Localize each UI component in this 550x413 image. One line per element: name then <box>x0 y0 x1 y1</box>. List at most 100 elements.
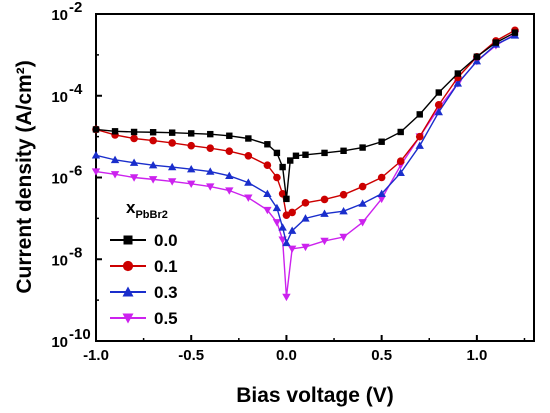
data-point <box>167 162 177 171</box>
data-point <box>92 126 100 133</box>
legend-marker <box>122 286 134 297</box>
data-point <box>263 206 272 215</box>
data-point <box>244 151 253 160</box>
data-point <box>225 187 234 195</box>
data-point <box>282 211 291 219</box>
data-point <box>148 160 158 169</box>
data-point <box>416 111 423 118</box>
data-point <box>148 176 158 184</box>
data-point <box>434 107 443 116</box>
data-point <box>167 178 177 186</box>
x-axis-title: Bias voltage (V) <box>236 384 394 407</box>
legend-item: 0.1 <box>110 257 178 276</box>
data-point <box>358 219 367 227</box>
data-point <box>301 214 310 222</box>
data-point <box>453 79 463 87</box>
x-tick-label: 0.0 <box>276 347 297 364</box>
legend-marker <box>123 235 133 245</box>
data-point <box>283 195 290 203</box>
data-point <box>358 199 367 207</box>
data-point <box>434 101 443 109</box>
data-point <box>168 129 176 136</box>
data-point <box>287 245 297 254</box>
data-point <box>282 293 291 302</box>
data-point <box>511 29 519 36</box>
y-tick-exponent: -8 <box>69 244 82 261</box>
x-tick-label: -0.5 <box>178 347 204 364</box>
data-point <box>377 173 386 182</box>
legend-marker <box>122 313 134 324</box>
data-point <box>302 151 309 158</box>
data-point <box>282 238 291 247</box>
legend-items: 0.0 0.1 0.3 0.5 <box>110 231 178 328</box>
data-point <box>225 147 234 155</box>
data-point <box>287 226 297 234</box>
y-tick-label: 10 <box>51 334 68 351</box>
data-point <box>263 189 272 197</box>
data-point <box>339 233 348 242</box>
y-tick-exponent: -2 <box>69 0 82 16</box>
series-line <box>95 29 516 217</box>
data-point <box>278 189 287 198</box>
data-point <box>321 149 328 157</box>
y-tick-label: 10 <box>51 89 68 106</box>
data-point <box>226 132 233 139</box>
legend-label: 0.3 <box>154 283 178 302</box>
data-point <box>272 203 282 212</box>
data-point <box>301 243 310 252</box>
data-point <box>244 178 253 186</box>
data-point <box>396 168 405 177</box>
data-point <box>129 158 139 166</box>
data-point <box>225 171 234 180</box>
series-line <box>95 33 516 297</box>
data-point <box>110 155 120 164</box>
y-tick-exponent: -4 <box>69 81 83 98</box>
data-point <box>206 144 215 153</box>
data-point <box>272 219 282 227</box>
legend-label: 0.5 <box>154 309 178 328</box>
y-axis-title: Current density (A/cm²) <box>13 60 36 293</box>
data-point <box>206 183 215 191</box>
legend-label: 0.1 <box>154 257 178 276</box>
data-point <box>377 189 386 197</box>
data-point <box>244 194 253 202</box>
y-tick-label: 10 <box>51 252 68 269</box>
data-point <box>301 199 310 207</box>
data-point <box>358 182 367 191</box>
data-point <box>130 128 138 136</box>
legend-item: 0.0 <box>110 231 178 250</box>
data-point <box>288 208 296 217</box>
series-line <box>95 34 516 246</box>
data-point <box>187 164 196 173</box>
data-point <box>415 132 424 141</box>
data-point <box>130 134 138 143</box>
data-point <box>111 128 119 135</box>
data-point <box>292 152 300 159</box>
data-point <box>187 180 196 189</box>
series-layer <box>91 26 520 302</box>
x-tick-label: 1.0 <box>466 347 487 364</box>
data-point <box>206 167 215 175</box>
data-point <box>245 135 252 142</box>
data-point <box>320 237 329 246</box>
data-point <box>129 174 139 182</box>
data-point <box>263 161 272 169</box>
data-point <box>396 157 405 166</box>
legend-title: xPbBr2 <box>126 198 168 221</box>
data-point <box>278 223 287 231</box>
data-point <box>91 168 101 176</box>
data-point <box>454 70 462 77</box>
data-point <box>472 57 482 65</box>
data-point <box>492 39 500 46</box>
legend-item: 0.5 <box>110 309 178 328</box>
data-point <box>279 163 286 171</box>
legend-marker <box>122 260 134 272</box>
series-0.0 <box>92 29 519 203</box>
data-point <box>415 141 424 149</box>
data-point <box>473 53 481 60</box>
data-point <box>207 130 214 138</box>
data-point <box>377 195 386 204</box>
y-tick-exponent: -6 <box>69 163 82 180</box>
